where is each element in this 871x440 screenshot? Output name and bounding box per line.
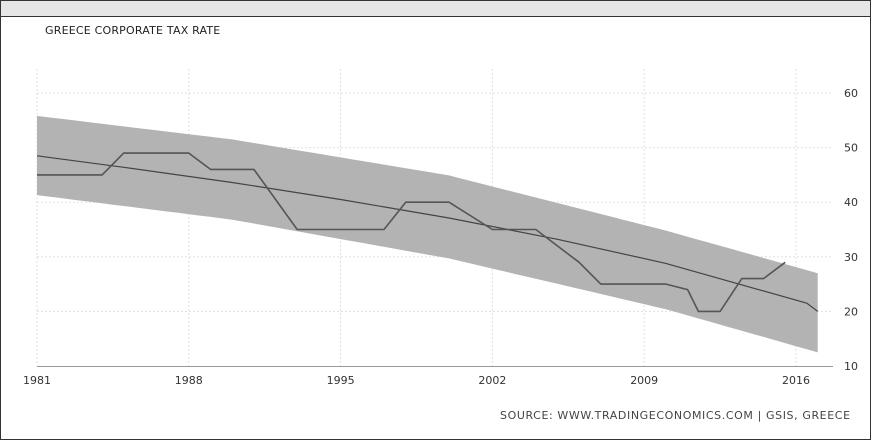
x-tick-label: 2009	[630, 374, 658, 387]
x-tick-label: 1995	[327, 374, 355, 387]
x-tick-label: 2002	[478, 374, 506, 387]
x-tick-label: 1981	[23, 374, 51, 387]
x-tick-label: 1988	[175, 374, 203, 387]
trend-line	[36, 155, 819, 312]
top-bar	[1, 1, 870, 17]
source-note: SOURCE: WWW.TRADINGECONOMICS.COM | GSIS,…	[500, 409, 851, 422]
x-tick-label: 2016	[782, 374, 810, 387]
chart-title: GREECE CORPORATE TAX RATE	[45, 24, 221, 37]
confidence-band	[37, 115, 818, 353]
tax-rate-line	[37, 152, 786, 313]
y-tick-label: 10	[844, 360, 858, 373]
y-tick-label: 40	[844, 196, 858, 209]
y-tick-label: 20	[844, 305, 858, 318]
y-tick-label: 50	[844, 142, 858, 155]
y-tick-label: 30	[844, 251, 858, 264]
y-tick-label: 60	[844, 87, 858, 100]
